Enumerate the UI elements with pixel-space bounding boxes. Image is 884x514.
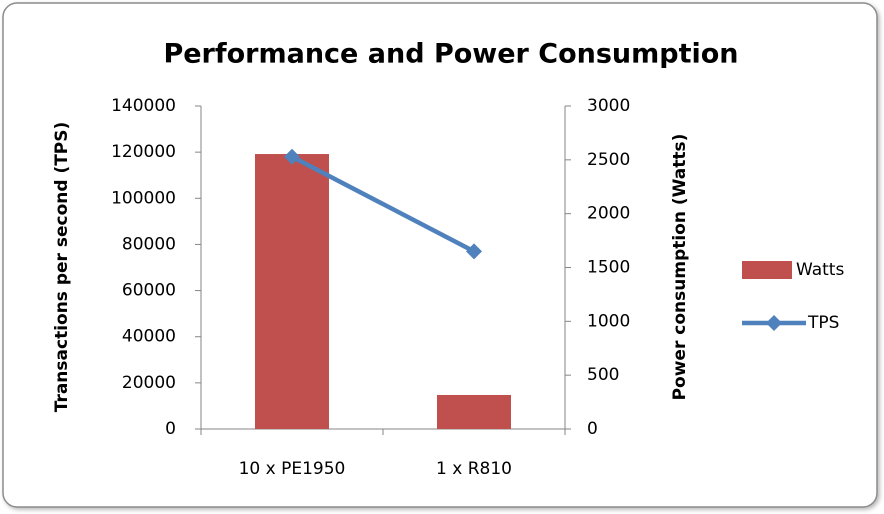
y-tick-label: 20000	[122, 373, 176, 393]
y2-axis-title: Power consumption (Watts)	[670, 134, 690, 401]
legend-marker	[766, 315, 782, 331]
legend-label: Watts	[796, 260, 844, 280]
y-tick-label: 100000	[111, 188, 176, 208]
y-tick-label: 0	[165, 419, 176, 439]
chart-title: Performance and Power Consumption	[163, 39, 738, 70]
line-marker	[284, 148, 300, 165]
chart-frame	[2, 2, 878, 508]
legend-label: TPS	[807, 313, 839, 333]
y2-tick-label: 3000	[587, 96, 630, 116]
line-marker	[466, 243, 482, 260]
y2-tick-label: 2500	[587, 150, 630, 170]
y-tick-label: 120000	[111, 142, 176, 162]
x-tick-label: 10 x PE1950	[239, 459, 346, 479]
y-axis-title: Transactions per second (TPS)	[52, 122, 72, 413]
y-tick-label: 140000	[111, 96, 176, 116]
y2-tick-label: 1000	[587, 311, 630, 331]
bar	[437, 394, 511, 429]
y-tick-label: 40000	[122, 327, 176, 347]
y2-tick-label: 500	[587, 365, 619, 385]
y2-tick-label: 1500	[587, 258, 630, 278]
line	[290, 154, 476, 254]
y-tick-label: 80000	[122, 234, 176, 254]
legend-swatch	[742, 261, 792, 279]
y2-tick-label: 2000	[587, 204, 630, 224]
y-tick-label: 60000	[122, 281, 176, 301]
bar	[255, 154, 329, 429]
y2-tick-label: 0	[587, 419, 598, 439]
x-tick-label: 1 x R810	[436, 459, 512, 479]
